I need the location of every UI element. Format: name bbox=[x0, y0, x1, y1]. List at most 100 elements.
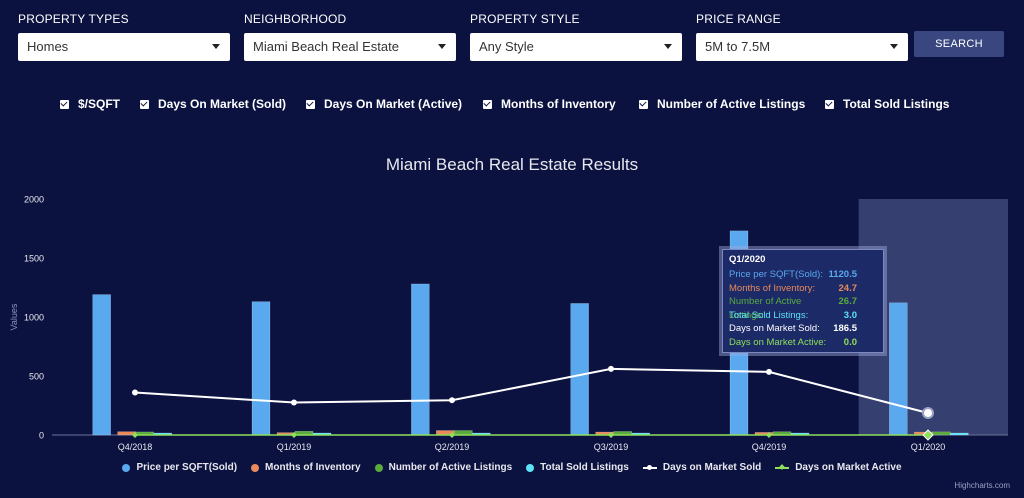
chevron-down-icon bbox=[890, 44, 898, 49]
bar-price-per-sqft-sold- bbox=[411, 283, 430, 436]
checkbox-days-sold[interactable]: Days On Market (Sold) bbox=[140, 97, 286, 111]
legend-label: Total Sold Listings bbox=[540, 462, 629, 473]
checkbox-label: $/SQFT bbox=[78, 97, 121, 111]
legend-line-circle-icon bbox=[642, 464, 657, 472]
chevron-down-icon bbox=[664, 44, 672, 49]
point-days-on-market-active bbox=[291, 432, 297, 438]
bar-price-per-sqft-sold- bbox=[889, 302, 908, 436]
checkbox-label: Months of Inventory bbox=[501, 97, 616, 111]
tooltip-value: 3.0 bbox=[843, 309, 857, 321]
point-days-on-market-sold bbox=[766, 368, 772, 375]
point-days-on-market-active bbox=[132, 432, 138, 438]
x-tick-label: Q3/2019 bbox=[594, 442, 629, 452]
legend-item-price-per-sqft-sold-[interactable]: Price per SQFT(Sold) bbox=[122, 462, 237, 473]
checkbox-checked-icon[interactable] bbox=[306, 99, 315, 109]
checkbox-checked-icon[interactable] bbox=[140, 99, 149, 109]
tooltip-value: 26.7 bbox=[838, 296, 858, 308]
legend-label: Days on Market Sold bbox=[662, 462, 762, 473]
point-days-on-market-sold bbox=[291, 399, 297, 406]
checkbox-days-active[interactable]: Days On Market (Active) bbox=[306, 97, 462, 111]
bar-price-per-sqft-sold- bbox=[251, 301, 271, 436]
property-style-value: Any Style bbox=[479, 39, 534, 54]
neighborhood-value: Miami Beach Real Estate bbox=[253, 39, 399, 54]
property-types-label: PROPERTY TYPES bbox=[18, 12, 129, 26]
legend-dot-icon bbox=[526, 463, 535, 472]
checkbox-active-listings[interactable]: Number of Active Listings bbox=[639, 97, 805, 111]
property-style-select[interactable]: Any Style bbox=[470, 33, 682, 61]
chevron-down-icon bbox=[438, 44, 446, 49]
x-tick-label: Q4/2018 bbox=[118, 442, 153, 452]
price-range-value: 5M to 7.5M bbox=[705, 39, 771, 54]
search-button[interactable]: SEARCH bbox=[914, 31, 1004, 57]
checkbox-checked-icon[interactable] bbox=[639, 99, 648, 109]
legend-item-number-of-active-listings[interactable]: Number of Active Listings bbox=[374, 462, 513, 473]
point-days-on-market-active bbox=[766, 432, 772, 438]
point-days-on-market-sold bbox=[922, 406, 934, 419]
y-tick-label: 2000 bbox=[24, 195, 44, 205]
legend-item-total-sold-listings[interactable]: Total Sold Listings bbox=[526, 462, 629, 473]
chevron-down-icon bbox=[212, 44, 220, 49]
property-types-filter: PROPERTY TYPES Homes bbox=[18, 12, 230, 61]
legend-line-diamond-icon bbox=[775, 464, 790, 472]
point-days-on-market-active bbox=[922, 429, 934, 441]
bar-number-of-active-listings bbox=[932, 431, 951, 436]
chart-tooltip: Q1/2020 Price per SQFT(Sold): 1120.5 Month… bbox=[722, 249, 884, 353]
property-types-value: Homes bbox=[27, 39, 69, 54]
point-days-on-market-active bbox=[449, 432, 455, 438]
tooltip-row: Days on Market Sold: 186.5 bbox=[729, 322, 877, 336]
property-style-label: PROPERTY STYLE bbox=[470, 12, 580, 26]
chart-title: Miami Beach Real Estate Results bbox=[385, 155, 639, 174]
tooltip-label: Total Sold Listings: bbox=[729, 309, 809, 321]
checkbox-checked-icon[interactable] bbox=[483, 99, 492, 109]
legend-item-days-on-market-active[interactable]: Days on Market Active bbox=[775, 462, 902, 473]
legend-label: Months of Inventory bbox=[265, 462, 361, 473]
price-range-filter: PRICE RANGE 5M to 7.5M bbox=[696, 12, 908, 61]
legend-label: Number of Active Listings bbox=[388, 462, 513, 473]
point-days-on-market-active bbox=[608, 432, 614, 438]
x-tick-label: Q2/2019 bbox=[435, 442, 470, 452]
legend-label: Price per SQFT(Sold) bbox=[136, 462, 238, 473]
tooltip-label: Days on Market Sold: bbox=[729, 323, 820, 335]
tooltip-value: 186.5 bbox=[833, 323, 857, 335]
property-style-filter: PROPERTY STYLE Any Style bbox=[470, 12, 682, 61]
bar-price-per-sqft-sold- bbox=[92, 294, 111, 436]
neighborhood-filter: NEIGHBORHOOD Miami Beach Real Estate bbox=[244, 12, 456, 61]
y-tick-label: 500 bbox=[29, 372, 44, 382]
checkbox-label: Days On Market (Active) bbox=[324, 97, 463, 111]
legend-dot-icon bbox=[251, 463, 260, 472]
tooltip-row: Days on Market Active: 0.0 bbox=[729, 336, 877, 350]
tooltip-label: Number of Active Listings: bbox=[729, 296, 802, 321]
checkbox-price-sqft[interactable]: $/SQFT bbox=[60, 97, 120, 111]
tooltip-label: Days on Market Active: bbox=[729, 336, 827, 348]
tooltip-value: 24.7 bbox=[838, 282, 858, 294]
checkbox-months-inventory[interactable]: Months of Inventory bbox=[483, 97, 616, 111]
legend-item-months-of-inventory[interactable]: Months of Inventory bbox=[251, 462, 361, 473]
y-tick-label: 1500 bbox=[24, 254, 44, 264]
checkbox-label: Number of Active Listings bbox=[657, 97, 806, 111]
y-axis-title: Values bbox=[9, 303, 19, 330]
legend-dot-icon bbox=[122, 463, 131, 472]
neighborhood-label: NEIGHBORHOOD bbox=[244, 12, 347, 26]
y-tick-label: 0 bbox=[39, 431, 44, 441]
tooltip-label: Months of Inventory: bbox=[729, 282, 816, 294]
price-range-select[interactable]: 5M to 7.5M bbox=[696, 33, 908, 61]
checkbox-checked-icon[interactable] bbox=[825, 99, 834, 109]
property-types-select[interactable]: Homes bbox=[18, 33, 230, 61]
bar-price-per-sqft-sold- bbox=[570, 303, 589, 436]
tooltip-row: Price per SQFT(Sold): 1120.5 bbox=[729, 268, 877, 282]
tooltip-header: Q1/2020 bbox=[729, 254, 766, 265]
tooltip-row: Months of Inventory: 24.7 bbox=[729, 282, 877, 296]
point-days-on-market-sold bbox=[449, 397, 455, 404]
x-tick-label: Q1/2020 bbox=[911, 442, 946, 452]
checkbox-total-sold[interactable]: Total Sold Listings bbox=[825, 97, 949, 111]
checkbox-label: Total Sold Listings bbox=[843, 97, 950, 111]
tooltip-value: 1120.5 bbox=[828, 269, 857, 280]
point-days-on-market-sold bbox=[608, 365, 614, 372]
bar-total-sold-listings bbox=[950, 432, 969, 436]
x-tick-label: Q4/2019 bbox=[752, 442, 787, 452]
checkbox-checked-icon[interactable] bbox=[60, 99, 69, 109]
neighborhood-select[interactable]: Miami Beach Real Estate bbox=[244, 33, 456, 61]
legend-item-days-on-market-sold[interactable]: Days on Market Sold bbox=[642, 462, 762, 473]
tooltip-row: Number of Active Listings: 26.7 bbox=[729, 295, 877, 321]
highcharts-credit[interactable]: Highcharts.com bbox=[954, 481, 1010, 490]
